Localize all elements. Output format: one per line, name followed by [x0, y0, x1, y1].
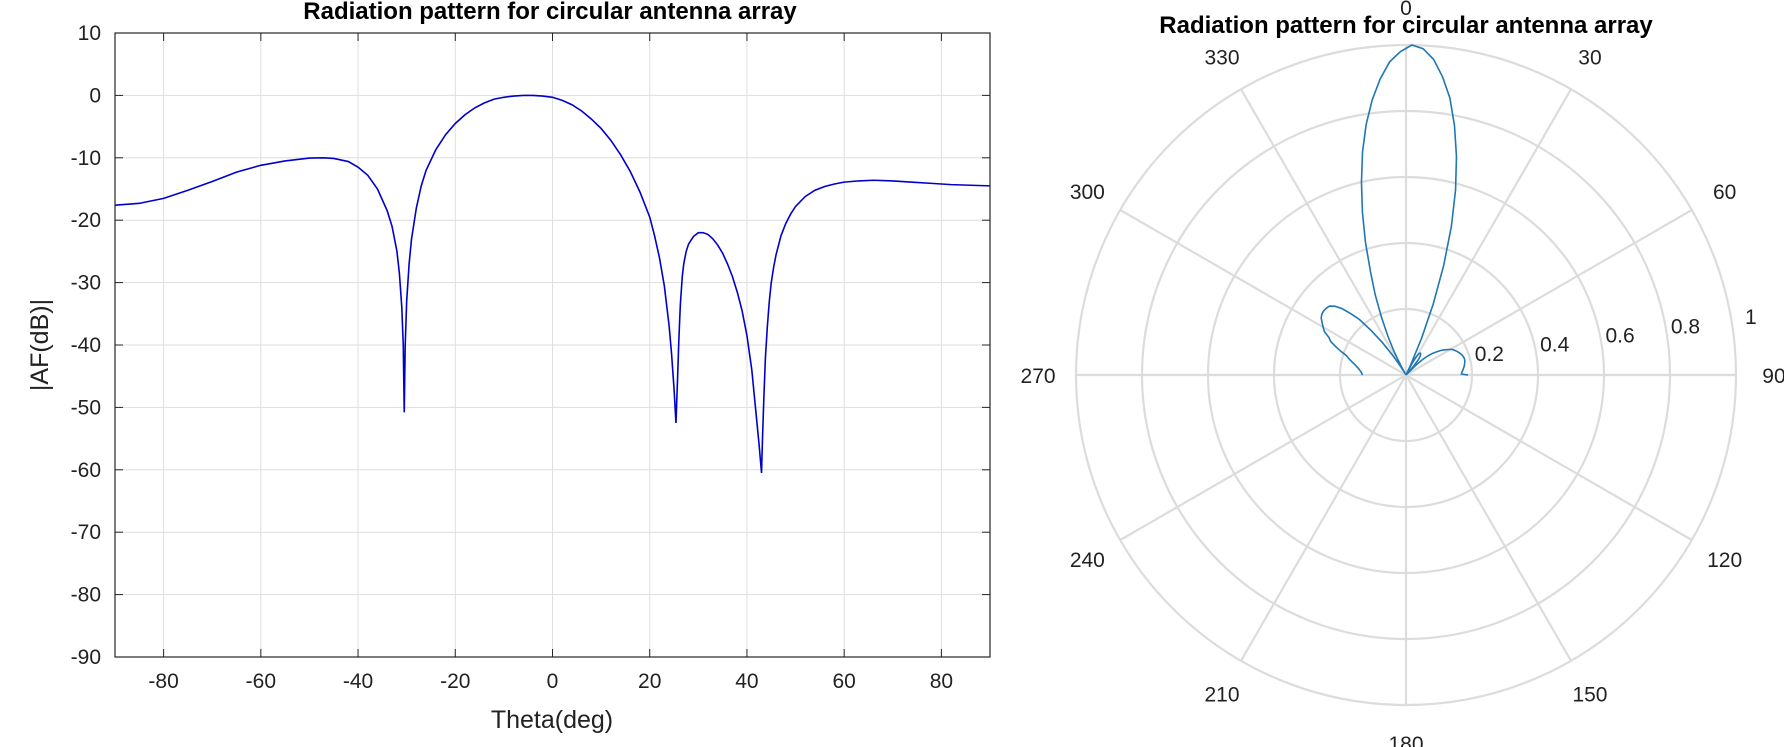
- polar-ring: [1140, 109, 1672, 641]
- polar-ring: [1206, 175, 1606, 575]
- polar-spoke: [1405, 374, 1572, 662]
- y-tick-label: -70: [71, 521, 101, 544]
- x-tick-label: 20: [638, 670, 661, 693]
- y-tick-label: -90: [71, 646, 101, 669]
- theta-tick-label: 210: [1205, 684, 1240, 707]
- polar-ticks: 0 30 60 90 120 150 180 210 240 270 300 330 0.2 0.4 0.6…: [1021, 0, 1784, 747]
- y-tick-label: -50: [71, 396, 101, 419]
- polar-spoke: [1119, 374, 1407, 541]
- x-tick-label: 60: [832, 670, 855, 693]
- x-tick-label: 40: [735, 670, 758, 693]
- polar-spoke: [1119, 209, 1407, 376]
- theta-tick-label: 120: [1707, 549, 1742, 572]
- x-tick-label: -20: [440, 670, 470, 693]
- polar-grid: [1074, 43, 1738, 707]
- radius-tick-label: 1: [1745, 306, 1757, 329]
- theta-tick-label: 30: [1578, 46, 1601, 69]
- cartesian-grid: [115, 32, 990, 658]
- radius-tick-label: 0.6: [1605, 324, 1634, 347]
- y-tick-label: 0: [89, 84, 101, 107]
- polar-ring: [1272, 241, 1540, 509]
- y-tick-label: -80: [71, 584, 101, 607]
- y-axis-label: |AF(dB)|: [26, 299, 54, 391]
- theta-tick-label: 300: [1070, 181, 1105, 204]
- polar-ring: [1338, 307, 1474, 443]
- series-line: [114, 94, 991, 473]
- y-tick-label: -60: [71, 459, 101, 482]
- polar-ring: [1074, 43, 1738, 707]
- y-tick-label: -40: [71, 334, 101, 357]
- theta-tick-label: 0: [1400, 0, 1412, 20]
- polar-series-line: [1320, 44, 1469, 376]
- cartesian-chart: Radiation pattern for circular antenna a…: [26, 0, 991, 734]
- polar-chart: 0 30 60 90 120 150 180 210 240 270 300 330 0.2 0.4 0.6…: [1021, 0, 1784, 747]
- theta-tick-label: 60: [1713, 181, 1736, 204]
- y-tick-label: -10: [71, 147, 101, 170]
- radius-tick-label: 0.8: [1671, 315, 1700, 338]
- theta-tick-label: 180: [1388, 733, 1423, 747]
- polar-spoke: [1405, 88, 1572, 376]
- y-tick-label: -20: [71, 209, 101, 232]
- polar-spoke: [1240, 374, 1407, 662]
- polar-spoke: [1240, 88, 1407, 376]
- x-tick-label: -60: [246, 670, 276, 693]
- y-tick-label: 10: [78, 22, 101, 45]
- radius-tick-label: 0.2: [1475, 343, 1504, 366]
- x-tick-label: -80: [148, 670, 178, 693]
- theta-tick-label: 90: [1762, 365, 1784, 388]
- theta-tick-label: 330: [1204, 46, 1239, 69]
- x-tick-label: 0: [547, 670, 559, 693]
- chart-title: Radiation pattern for circular antenna a…: [303, 0, 797, 25]
- polar-spoke: [1405, 209, 1693, 376]
- polar-chart-title: Radiation pattern for circular antenna a…: [1159, 12, 1653, 39]
- radius-tick-label: 0.4: [1540, 334, 1570, 357]
- theta-tick-label: 150: [1572, 684, 1607, 707]
- x-axis-label: Theta(deg): [491, 706, 613, 734]
- theta-tick-label: 270: [1021, 365, 1056, 388]
- theta-tick-label: 240: [1070, 549, 1105, 572]
- y-tick-label: -30: [71, 272, 101, 295]
- x-tick-label: 80: [930, 670, 953, 693]
- x-tick-label: -40: [343, 670, 373, 693]
- cartesian-ticks: -80 -60 -40 -20 0 20 40 60 80100-10-20-30-40-50-…: [71, 22, 990, 693]
- polar-spoke: [1405, 374, 1693, 541]
